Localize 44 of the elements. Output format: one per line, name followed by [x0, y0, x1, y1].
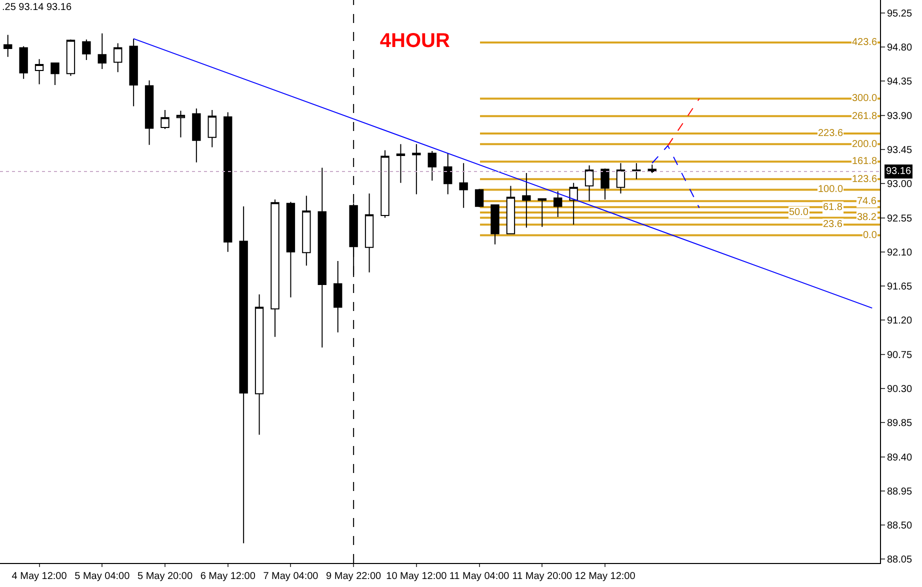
x-tick-label: 6 May 12:00	[200, 571, 256, 582]
x-tick-label: 9 May 22:00	[326, 571, 382, 582]
y-tick-label: 93.00	[887, 179, 912, 190]
annotation: 300.0	[852, 93, 878, 104]
annotation: 0.0	[863, 230, 878, 241]
x-tick-label: 7 May 04:00	[263, 571, 319, 582]
annotation: 38.2	[857, 212, 877, 223]
annotation: 423.6	[852, 37, 878, 48]
annotation: 123.6	[852, 174, 878, 185]
y-tick-label: 94.80	[887, 42, 912, 54]
x-tick-label: 4 May 12:00	[12, 571, 68, 582]
annotation: 200.0	[852, 139, 878, 150]
annotation: 161.8	[852, 156, 878, 167]
annotation: 74.6	[857, 196, 877, 207]
y-tick-label: 88.50	[887, 520, 912, 532]
y-tick-label: 92.10	[887, 247, 912, 258]
y-tick-label: 89.40	[887, 452, 912, 464]
y-tick-label: 88.05	[887, 554, 912, 566]
y-tick-label: 90.75	[887, 350, 912, 361]
annotation: 50.0	[789, 207, 809, 218]
y-tick-label: 92.55	[887, 213, 912, 224]
y-tick-label: 95.25	[887, 8, 912, 20]
y-tick-label: 91.65	[887, 282, 912, 293]
y-tick-label: 88.95	[887, 486, 912, 498]
annotation: 100.0	[818, 184, 844, 195]
x-tick-label: 5 May 20:00	[137, 571, 193, 582]
x-tick-label: 10 May 12:00	[386, 571, 448, 582]
text: 4HOUR	[380, 30, 450, 52]
annotation: 23.6	[823, 219, 843, 230]
y-tick-label: 93.45	[887, 144, 912, 156]
y-tick-label: 93.90	[887, 110, 912, 122]
y-tick-label: 89.85	[887, 418, 912, 430]
x-tick-label: 11 May 04:00	[449, 571, 510, 582]
annotation: 223.6	[818, 128, 844, 139]
y-tick-label: 94.35	[887, 76, 912, 88]
x-tick-label: 11 May 20:00	[512, 571, 572, 582]
x-tick-label: 5 May 04:00	[74, 571, 130, 582]
annotation: .25 93.14 93.16	[2, 2, 72, 13]
ref-line-label: 93.16	[886, 166, 912, 177]
annotation: 261.8	[852, 111, 878, 122]
y-tick-label: 91.20	[887, 316, 912, 327]
annotation: 61.8	[823, 202, 843, 213]
x-tick-label: 12 May 12:00	[574, 571, 636, 582]
y-tick-label: 90.30	[887, 384, 912, 395]
